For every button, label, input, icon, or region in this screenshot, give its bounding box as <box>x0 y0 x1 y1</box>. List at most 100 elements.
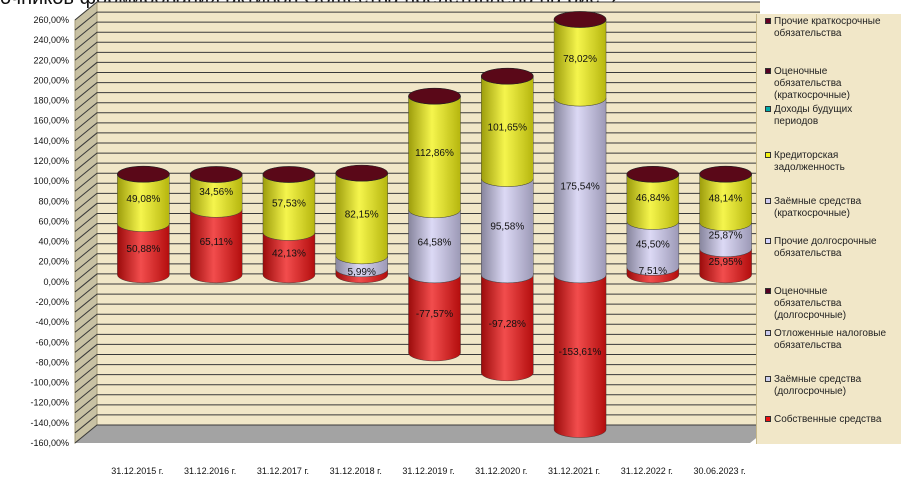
bar-stack: 7,51% 45,50% 46,84% <box>626 165 680 284</box>
gridline <box>74 323 760 343</box>
y-tick-label: 180,00% <box>33 96 69 106</box>
y-tick-label: -140,00% <box>30 418 69 428</box>
legend-label: Прочие долгосрочные обязательства <box>774 236 877 259</box>
y-tick-label: -120,00% <box>30 398 69 408</box>
y-tick-label: -160,00% <box>30 438 69 448</box>
bar-cap <box>117 165 170 183</box>
bar-cap <box>335 164 389 182</box>
legend-label: Оценочные обязательства (краткосрочные) <box>774 66 850 101</box>
plot-floor <box>75 425 760 443</box>
gridline <box>74 162 760 182</box>
gridline <box>74 354 760 373</box>
data-label: 25,95% <box>709 257 743 268</box>
bar-stack: -77,57% 64,58% 112,86% <box>408 87 461 362</box>
y-tick-label: 260,00% <box>33 15 69 25</box>
data-label: 65,11% <box>200 237 233 248</box>
legend-label: Заёмные средства (краткосрочные) <box>774 196 862 219</box>
gridline <box>74 72 760 91</box>
gridline <box>74 1 760 21</box>
x-tick-label: 31.12.2022 г. <box>621 466 673 476</box>
gridline <box>74 343 760 363</box>
legend-swatch <box>765 18 771 24</box>
bar-cap <box>626 165 680 183</box>
gridline <box>74 92 760 112</box>
gridline <box>74 414 760 434</box>
gridline <box>74 172 760 192</box>
gridline <box>74 243 760 263</box>
y-tick-label: -80,00% <box>35 357 69 367</box>
data-label: 50,88% <box>126 244 160 255</box>
y-tick-label: -40,00% <box>35 317 69 327</box>
chart-plot: -160,00% -140,00% -120,00% -100,00% -80,00% -… <box>30 0 760 476</box>
y-tick-label: 220,00% <box>33 55 69 65</box>
bar-stack: 50,88% 49,08% <box>117 165 170 284</box>
gridline <box>74 61 760 81</box>
data-label: 49,08% <box>126 194 160 205</box>
bar-cap <box>553 11 607 28</box>
y-tick-label: 160,00% <box>33 116 69 126</box>
gridline <box>74 233 760 253</box>
y-tick-label: 240,00% <box>33 35 69 45</box>
y-tick-label: 140,00% <box>33 136 69 146</box>
bar-stack: -97,28% 95,58% 101,65% <box>480 67 534 382</box>
legend-label: Кредиторская задолженность <box>774 150 845 173</box>
bar-cap <box>699 165 752 183</box>
gridline <box>74 82 760 101</box>
gridline <box>74 364 760 383</box>
gridline <box>74 384 760 404</box>
gridline <box>74 273 760 293</box>
data-label: 48,14% <box>709 193 743 204</box>
gridline <box>74 112 760 132</box>
data-label: 46,84% <box>636 193 670 204</box>
legend-label: Собственные средства <box>774 414 882 425</box>
x-tick-label: 31.12.2021 г. <box>548 466 600 476</box>
y-tick-label: 40,00% <box>38 237 69 247</box>
gridline <box>74 192 760 212</box>
data-label: 5,99% <box>348 267 376 278</box>
data-label: -153,61% <box>559 347 602 358</box>
gridline <box>74 263 760 283</box>
y-tick-label: 100,00% <box>33 176 69 186</box>
bar-stack: 42,13% 57,53% <box>262 166 316 284</box>
gridline <box>74 11 760 31</box>
chart-legend: Прочие краткосрочные обязательства Оценоч… <box>756 14 901 444</box>
gridline <box>74 404 760 424</box>
y-tick-label: 60,00% <box>38 216 69 226</box>
data-label: 78,02% <box>563 54 597 65</box>
legend-swatch <box>765 106 771 112</box>
legend-swatch <box>765 198 771 204</box>
gridline <box>74 223 760 242</box>
gridline <box>74 51 760 71</box>
data-label: 175,54% <box>560 181 600 192</box>
legend-label: Доходы будущих периодов <box>774 104 853 127</box>
data-label: 57,53% <box>272 198 306 209</box>
legend-swatch <box>765 152 771 158</box>
y-tick-label: -60,00% <box>35 337 69 347</box>
gridline <box>74 132 760 152</box>
x-tick-label: 31.12.2017 г. <box>257 466 309 476</box>
gridline <box>74 374 760 394</box>
data-label: 82,15% <box>345 210 379 221</box>
legend-swatch <box>765 330 771 336</box>
gridline <box>74 394 760 414</box>
legend-label: Прочие краткосрочные обязательства <box>774 16 881 39</box>
y-tick-label: 20,00% <box>38 257 69 267</box>
x-tick-label: 31.12.2018 г. <box>330 466 382 476</box>
data-label: 25,87% <box>709 231 743 242</box>
bar-cap <box>189 166 243 183</box>
y-tick-label: -100,00% <box>30 378 69 388</box>
legend-label: Заёмные средства (долгосрочные) <box>774 374 862 397</box>
data-label: 34,56% <box>199 187 233 198</box>
data-label: 112,86% <box>415 148 454 159</box>
x-tick-label: 31.12.2016 г. <box>184 466 236 476</box>
x-tick-label: 31.12.2019 г. <box>402 466 454 476</box>
gridline <box>74 152 760 172</box>
data-label: 45,50% <box>636 239 670 250</box>
gridline <box>74 283 760 303</box>
data-label: 64,58% <box>418 237 452 248</box>
gridline <box>74 21 760 41</box>
gridline <box>74 41 760 61</box>
y-tick-label: 80,00% <box>38 196 69 206</box>
data-label: 42,13% <box>272 249 306 260</box>
gridline <box>74 202 760 222</box>
